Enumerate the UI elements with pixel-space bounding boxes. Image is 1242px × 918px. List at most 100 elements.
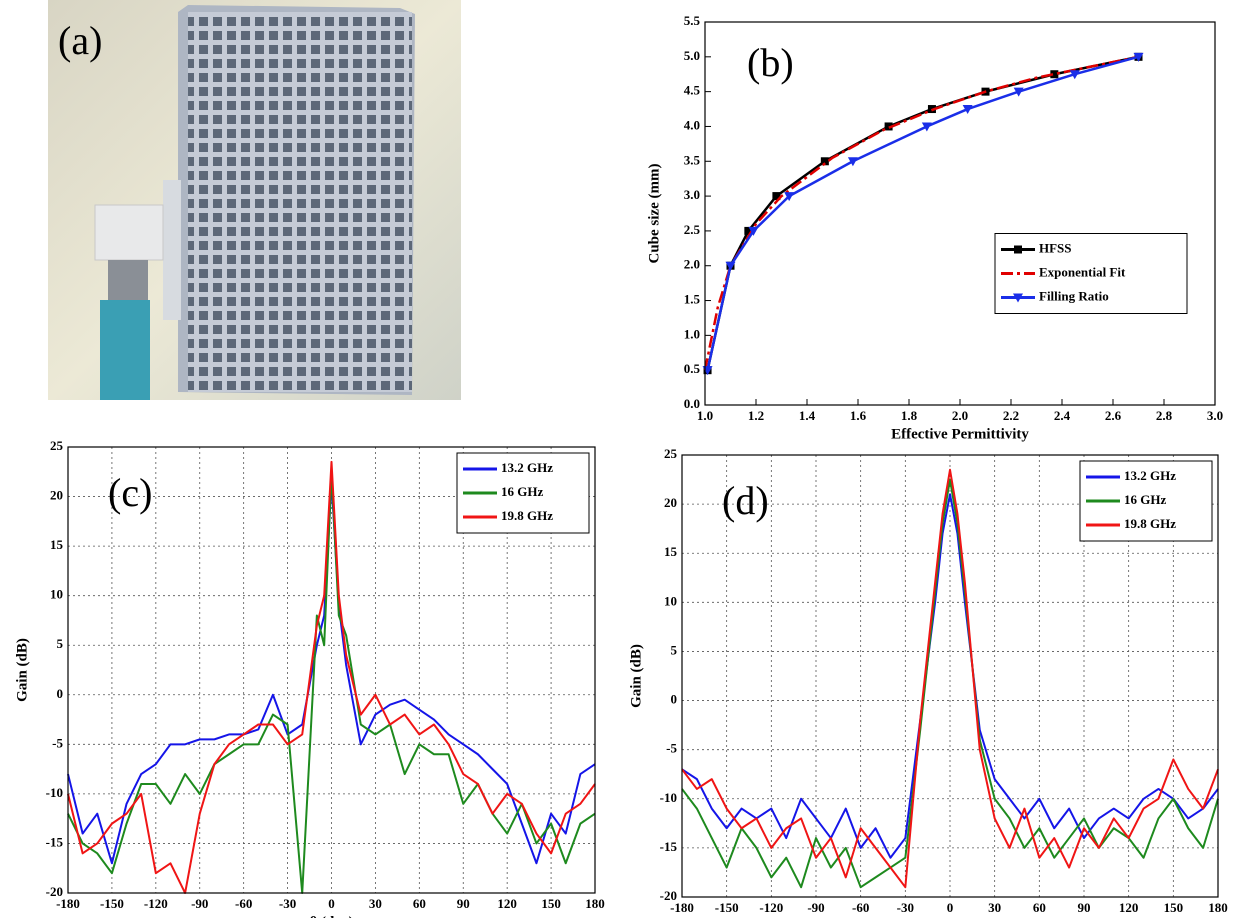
x-tick-label: 120	[497, 896, 517, 911]
legend-label: 19.8 GHz	[501, 508, 553, 523]
panel-label: (b)	[747, 40, 794, 85]
y-tick-label: -10	[660, 790, 677, 805]
y-tick-label: 25	[50, 438, 64, 453]
x-tick-label: -60	[235, 896, 252, 911]
legend-label: Exponential Fit	[1039, 264, 1126, 279]
x-tick-label: 2.6	[1105, 408, 1122, 423]
y-axis-title: Cube size (mm)	[646, 164, 662, 264]
series-line	[681, 478, 1219, 889]
x-tick-label: 60	[1033, 900, 1046, 915]
x-tick-label: 1.4	[799, 408, 816, 423]
x-tick-label: -90	[191, 896, 208, 911]
legend-label: 16 GHz	[501, 484, 543, 499]
x-tick-label: 150	[1164, 900, 1184, 915]
marker	[1069, 70, 1080, 80]
y-tick-label: 4.5	[684, 83, 701, 98]
y-tick-label: 0.5	[684, 361, 701, 376]
y-tick-label: 4.0	[684, 117, 700, 132]
panel-label: (a)	[58, 18, 102, 63]
connector	[108, 260, 148, 300]
x-tick-label: 150	[541, 896, 561, 911]
series-line	[681, 468, 1219, 889]
y-tick-label: -5	[52, 735, 63, 750]
marker	[725, 261, 736, 271]
y-tick-label: 15	[50, 537, 64, 552]
marker	[1013, 293, 1023, 303]
marker	[820, 157, 829, 166]
x-tick-label: -150	[715, 900, 739, 915]
y-tick-label: -20	[46, 884, 63, 899]
plot-frame	[681, 454, 1219, 898]
marker	[962, 105, 973, 115]
x-tick-label: 60	[413, 896, 426, 911]
y-tick-label: 2.5	[684, 222, 701, 237]
y-tick-label: 5.5	[684, 13, 701, 28]
x-tick-label: -180	[56, 896, 80, 911]
legend-label: 13.2 GHz	[1124, 468, 1176, 483]
plot-area	[705, 22, 1215, 405]
y-tick-label: 20	[664, 495, 677, 510]
x-tick-label: 0	[947, 900, 954, 915]
y-axis-title: Gain (dB)	[14, 638, 30, 702]
x-tick-label: -180	[670, 900, 694, 915]
legend-label: 19.8 GHz	[1124, 516, 1176, 531]
marker	[1013, 87, 1024, 97]
x-tick-label: 30	[988, 900, 1001, 915]
x-tick-label: -150	[100, 896, 124, 911]
x-tick-label: 0	[328, 896, 335, 911]
y-tick-label: 0	[57, 686, 64, 701]
x-tick-label: 1.8	[901, 408, 918, 423]
y-tick-label: 10	[664, 593, 677, 608]
x-tick-label: 90	[1078, 900, 1091, 915]
series-line	[706, 55, 1139, 371]
y-tick-label: 2.0	[684, 257, 700, 272]
y-tick-label: -15	[660, 839, 678, 854]
x-tick-label: 1.6	[850, 408, 867, 423]
y-tick-label: -20	[660, 888, 677, 903]
marker	[1133, 52, 1144, 62]
marker	[784, 192, 795, 202]
x-axis-title: Effective Permittivity	[891, 426, 1029, 442]
legend-label: 13.2 GHz	[501, 460, 553, 475]
y-tick-label: 3.5	[684, 152, 701, 167]
lens-grid	[188, 12, 412, 392]
y-tick-label: -10	[46, 785, 63, 800]
horn-antenna	[94, 204, 164, 261]
legend-label: 16 GHz	[1124, 492, 1166, 507]
y-tick-label: 20	[50, 488, 63, 503]
x-tick-label: 180	[1208, 900, 1228, 915]
y-tick-label: 0.0	[684, 396, 700, 411]
y-tick-label: 1.0	[684, 326, 700, 341]
y-tick-label: 0	[671, 692, 678, 707]
panel-label: (d)	[722, 478, 769, 523]
x-tick-label: 120	[1119, 900, 1139, 915]
series-line	[681, 493, 1219, 859]
x-tick-label: 1.2	[748, 408, 764, 423]
chart: -20 -15 -10 -5 0 5 10 15 20 25 -180 -150 -120 -90 -60 -…	[628, 446, 1228, 915]
plot-frame	[704, 21, 1216, 406]
y-tick-label: 25	[664, 446, 678, 461]
series-line	[67, 460, 596, 894]
chart: 0.0 0.5 1.0 1.5 2.0 2.5 3.0 3.5 4.0 4.5 5.0 5.5 1.0 1…	[646, 13, 1223, 442]
x-tick-label: -30	[897, 900, 914, 915]
marker	[748, 226, 759, 236]
y-tick-label: 10	[50, 587, 63, 602]
marker	[884, 122, 893, 131]
marker	[921, 122, 932, 132]
x-tick-label: -120	[144, 896, 168, 911]
plot-frame	[67, 446, 596, 894]
x-tick-label: 180	[585, 896, 605, 911]
marker	[772, 192, 781, 201]
x-tick-label: -90	[807, 900, 824, 915]
y-tick-label: 5	[57, 636, 64, 651]
marker	[847, 157, 858, 167]
x-tick-label: 2.4	[1054, 408, 1071, 423]
x-tick-label: 1.0	[697, 408, 713, 423]
y-tick-label: 3.0	[684, 187, 700, 202]
y-tick-label: 1.5	[684, 292, 701, 307]
x-tick-label: 3.0	[1207, 408, 1223, 423]
cable	[100, 300, 150, 400]
x-tick-label: -30	[279, 896, 296, 911]
